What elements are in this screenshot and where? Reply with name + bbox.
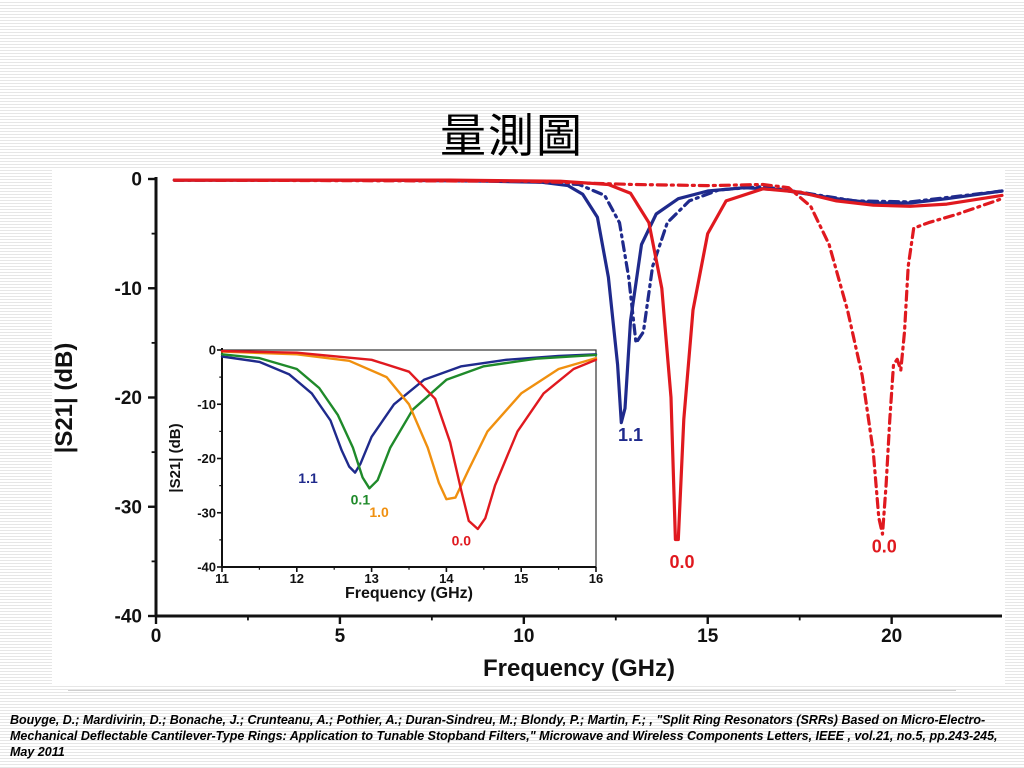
inset-series-line-2: [220, 350, 598, 501]
inset-x-tick-label: 16: [589, 571, 603, 586]
main-x-tick-label: 0: [151, 626, 162, 647]
main-x-tick-label: 10: [513, 626, 534, 647]
main-series-label-2: 0.0: [669, 552, 694, 572]
main-x-tick-label: 15: [697, 626, 719, 647]
inset-x-tick-label: 11: [215, 571, 229, 586]
inset-series-label-0: 1.1: [298, 470, 318, 486]
main-y-tick-label: -40: [115, 607, 142, 628]
main-x-tick-label: 20: [881, 626, 902, 647]
main-x-tick-label: 5: [335, 626, 346, 647]
inset-y-tick-label: -30: [197, 505, 216, 520]
inset-x-tick-label: 15: [514, 571, 528, 586]
inset-y-tick-label: -20: [197, 451, 216, 466]
inset-y-axis-title: |S21| (dB): [167, 423, 184, 492]
main-y-tick-label: 0: [131, 170, 142, 191]
inset-y-tick-label: -10: [197, 397, 216, 412]
slide-title: 量測圖: [440, 109, 584, 163]
main-x-axis-title: Frequency (GHz): [483, 655, 675, 682]
main-y-tick-label: -30: [115, 497, 142, 518]
inset-series-line-1: [220, 353, 598, 490]
main-series-line-3: [172, 178, 1004, 536]
main-series-line-1: [172, 178, 1004, 345]
main-y-tick-label: -20: [115, 388, 142, 409]
inset-series-label-2: 1.0: [369, 504, 389, 520]
inset-y-tick-label: -40: [197, 560, 216, 575]
main-series-label-0: 1.1: [618, 425, 643, 445]
inset-series-line-0: [220, 353, 598, 474]
main-series-label-3: 0.0: [872, 537, 897, 557]
inset-x-tick-label: 12: [290, 571, 304, 586]
main-y-axis-title: |S21| (dB): [52, 343, 78, 454]
chart-svg: 0 5 10 15 20 0 -10 -20 -30 -40 Frequency (GHz) |S21…: [52, 170, 1004, 682]
inset-x-tick-label: 14: [439, 571, 454, 586]
main-series-line-2: [172, 178, 1004, 542]
main-y-tick-label: -10: [115, 279, 142, 300]
inset-x-tick-label: 13: [364, 571, 378, 586]
inset-x-axis-title: Frequency (GHz): [345, 585, 473, 602]
citation-text: Bouyge, D.; Mardivirin, D.; Bonache, J.;…: [10, 713, 998, 759]
divider-line: [68, 690, 956, 691]
inset-series-line-3: [220, 349, 598, 531]
inset-series-label-1: 0.1: [351, 492, 371, 508]
chart-area: 0 5 10 15 20 0 -10 -20 -30 -40 Frequency (GHz) |S21…: [52, 168, 1005, 686]
inset-series-label-3: 0.0: [452, 532, 472, 548]
inset-y-tick-label: 0: [209, 343, 216, 358]
